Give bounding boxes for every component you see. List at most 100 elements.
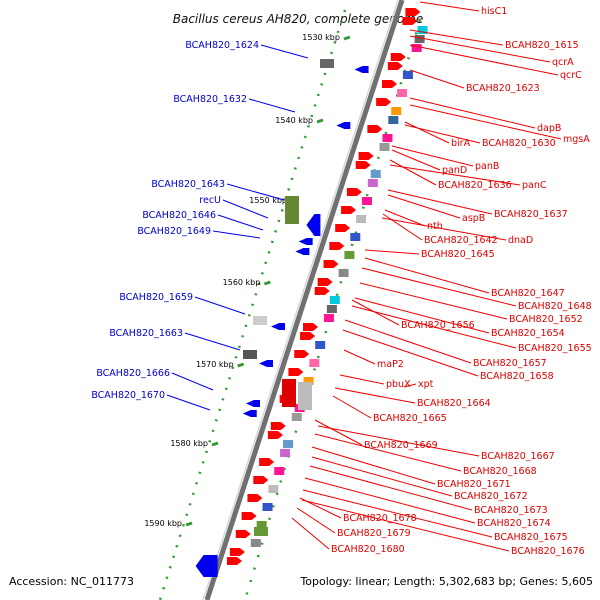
gene-block [282, 379, 296, 407]
right-label-leader [364, 249, 420, 255]
gene-arrow [355, 161, 371, 169]
right-gene-label: BCAH820_1637 [494, 209, 568, 220]
left-gene-label: BCAH820_1670 [91, 390, 165, 401]
gene-block [367, 179, 378, 187]
right-gene-label: BCAH820_1658 [480, 371, 554, 382]
right-gene-label: BCAH820_1656 [401, 320, 475, 331]
right-gene-label: dapB [537, 123, 561, 134]
left-gene-label: BCAH820_1666 [96, 368, 170, 379]
reverse-gene-arrow [271, 323, 286, 330]
gene-arrow [226, 557, 242, 565]
right-gene-label: BCAH820_1665 [373, 413, 447, 424]
gene-block [291, 413, 302, 421]
right-label-leader [291, 517, 330, 550]
gene-block [298, 382, 312, 410]
gene-arrow [346, 188, 362, 196]
right-gene-label: BCAH820_1615 [505, 40, 579, 51]
scale-label: 1550 kbp [249, 196, 287, 205]
right-label-leader [404, 121, 450, 144]
right-gene-label: BCAH820_1636 [438, 180, 512, 191]
reverse-gene-arrow [242, 410, 257, 417]
reverse-gene-arrow [336, 122, 351, 129]
right-label-leader [387, 194, 461, 219]
gene-block [350, 233, 361, 241]
right-label-leader [391, 145, 474, 167]
left-label-leader [222, 199, 269, 219]
left-label-leader [194, 296, 246, 315]
right-label-leader [387, 189, 493, 215]
scale-label: 1530 kbp [302, 33, 340, 42]
right-label-leader [314, 419, 363, 446]
right-gene-label: mgsA [563, 134, 590, 145]
right-label-leader [409, 35, 551, 63]
right-label-leader [311, 446, 436, 485]
right-gene-label: qcrC [560, 70, 582, 81]
right-label-leader [314, 433, 462, 472]
scale-tick [185, 521, 193, 527]
scale-label: 1560 kbp [223, 278, 261, 287]
right-gene-label: BCAH820_1672 [454, 491, 528, 502]
gene-block [254, 527, 268, 536]
scale-tick [211, 441, 219, 447]
right-gene-label: BCAH820_1654 [491, 328, 565, 339]
right-label-leader [317, 425, 480, 457]
gene-block [370, 170, 381, 178]
gene-block [262, 503, 273, 511]
right-gene-label: xpt [418, 379, 434, 390]
right-label-leader [389, 164, 521, 186]
right-label-leader [381, 217, 507, 241]
gene-block [388, 116, 399, 124]
reverse-gene-arrow [298, 238, 313, 245]
right-gene-label: BCAH820_1673 [474, 505, 548, 516]
right-gene-label: birA [451, 138, 471, 149]
left-gene-labels: BCAH820_1624 BCAH820_1632 BCAH820_1643 recU… [91, 40, 309, 411]
right-gene-label: hisC1 [481, 6, 507, 17]
left-gene-label: BCAH820_1632 [173, 94, 247, 105]
right-label-leader [409, 69, 465, 89]
left-gene-label: BCAH820_1624 [185, 40, 259, 51]
right-gene-label: BCAH820_1655 [518, 343, 592, 354]
gene-arrow [402, 17, 418, 25]
map-title: Bacillus cereus AH820, complete genome [173, 12, 423, 26]
gene-block [361, 197, 372, 205]
right-gene-labels: hisC1 BCAH820_1615 qcrA qcrC BCAH820_1623dap… [291, 1, 592, 557]
right-gene-label: BCAH820_1642 [424, 235, 498, 246]
right-gene-label: BCAH820_1668 [463, 466, 537, 477]
gene-block [268, 485, 279, 493]
left-gene-label: recU [199, 195, 221, 206]
genome-axis-highlight [202, 0, 399, 600]
gene-block [397, 89, 408, 97]
right-gene-label: BCAH820_1679 [337, 528, 411, 539]
right-gene-label: BCAH820_1652 [509, 314, 583, 325]
reverse-gene-arrow [259, 360, 273, 367]
gene-block [402, 71, 413, 79]
right-gene-label: BCAH820_1676 [511, 546, 585, 557]
left-label-leader [171, 372, 214, 391]
gene-arrow [314, 287, 330, 295]
right-gene-label: BCAH820_1645 [421, 249, 495, 260]
gene-arrow [382, 80, 397, 88]
gene-block [379, 143, 390, 151]
left-label-leader [184, 332, 241, 351]
gene-block [326, 305, 337, 313]
right-label-leader [334, 387, 416, 404]
right-gene-label: BCAH820_1623 [466, 83, 540, 94]
gene-block [338, 269, 349, 277]
reverse-gene-arrow [295, 248, 310, 255]
right-label-leader [311, 456, 453, 497]
gene-arrow [253, 476, 269, 484]
right-gene-label: nth [427, 221, 443, 232]
gene-arrow [241, 512, 257, 520]
scale-tick [237, 362, 245, 368]
right-gene-label: qcrA [552, 57, 574, 68]
right-label-leader [354, 297, 490, 334]
right-label-leader [361, 267, 517, 307]
scale-tick [263, 280, 271, 286]
right-gene-label: BCAH820_1675 [494, 532, 568, 543]
gene-arrow [300, 332, 316, 340]
gene-block [250, 539, 261, 547]
scale-track-left [158, 9, 347, 600]
left-label-leader [248, 98, 296, 113]
left-label-leader [212, 230, 261, 239]
right-label-leader [351, 305, 517, 349]
